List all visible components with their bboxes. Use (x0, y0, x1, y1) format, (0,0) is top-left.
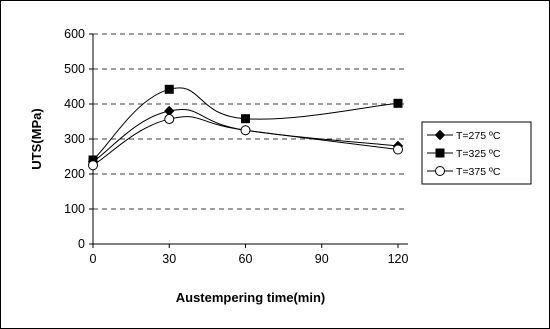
legend-marker-0 (434, 129, 446, 141)
series-line-2 (92, 116, 399, 166)
x-tick-label-120: 120 (388, 252, 409, 266)
x-tick-label-60: 60 (239, 252, 253, 266)
y-axis-title: UTS(MPa) (29, 108, 44, 169)
y-tick-label-600: 600 (64, 27, 85, 41)
y-tick-label-300: 300 (64, 132, 85, 146)
y-tick-label-0: 0 (78, 237, 85, 251)
gridlines (93, 33, 408, 210)
x-axis-title: Austempering time(min) (176, 290, 326, 305)
y-tick-label-100: 100 (64, 202, 85, 216)
legend: T=275 ºC T=325 ºC T=375 ºC (421, 121, 532, 185)
data-point-s1-3 (393, 98, 403, 108)
y-tick-label-400: 400 (64, 97, 85, 111)
legend-marker-1 (435, 148, 445, 158)
legend-label-2: T=375 ºC (456, 166, 501, 178)
series-line-1 (92, 87, 399, 161)
legend-label-1: T=325 ºC (456, 148, 501, 160)
x-tick-label-30: 30 (162, 252, 176, 266)
data-point-s1-1 (164, 84, 174, 94)
data-point-s2-0 (88, 160, 98, 171)
series-lines (92, 87, 399, 166)
series-line-0 (92, 109, 399, 163)
data-point-s1-2 (241, 114, 250, 124)
data-point-s2-3 (393, 144, 403, 155)
x-tick-label-0: 0 (90, 252, 97, 266)
x-tick-label-90: 90 (315, 252, 329, 266)
series-markers (87, 84, 404, 171)
y-ticks: 0 100 200 300 400 500 600 (64, 27, 93, 251)
data-point-s2-1 (164, 114, 175, 125)
legend-label-0: T=275 ºC (456, 130, 501, 142)
data-point-s2-2 (240, 125, 251, 136)
y-tick-label-500: 500 (64, 62, 85, 76)
x-ticks: 0 30 60 90 120 (90, 244, 409, 266)
y-tick-label-200: 200 (64, 167, 85, 181)
legend-marker-2 (435, 166, 445, 176)
